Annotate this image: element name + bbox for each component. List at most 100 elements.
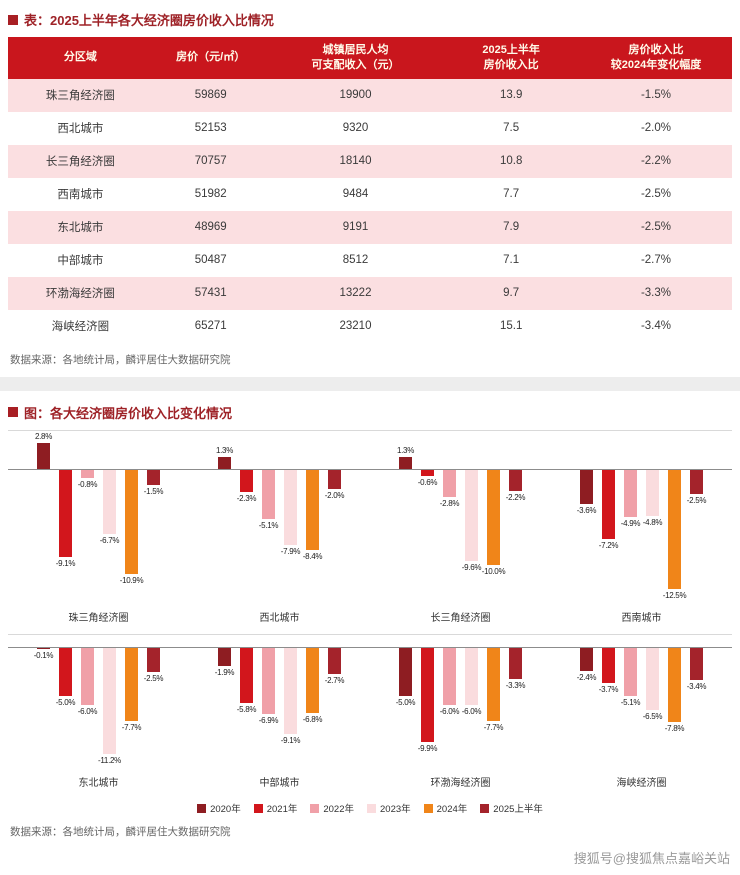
chart-section-title: 图：各大经济圈房价收入比变化情况: [8, 403, 732, 422]
legend-item: 2025上半年: [480, 801, 543, 815]
bar-2022年: [624, 648, 637, 697]
legend-swatch-icon: [423, 803, 433, 813]
bar-2021年: [602, 648, 615, 684]
bar-2023年: [646, 470, 659, 516]
bar-2023年: [103, 470, 116, 534]
bar-2020年: [399, 648, 412, 696]
red-square-bullet-icon: [8, 407, 18, 418]
bar-2025上半年: [147, 470, 160, 485]
table-cell: 10.8: [442, 144, 580, 178]
bar-value-label: -2.7%: [324, 675, 345, 685]
bar-value-label: -10.9%: [119, 575, 144, 585]
bar-2025上半年: [509, 470, 522, 492]
chart-row-gap: [8, 626, 732, 634]
bar-2020年: [580, 470, 593, 505]
bar-value-label: -7.7%: [121, 723, 142, 733]
bar-2020年: [37, 442, 50, 470]
bar-2020年: [37, 648, 50, 649]
bar-2022年: [262, 648, 275, 714]
table-cell: 7.1: [442, 243, 580, 277]
table-row: 西北城市 52153 9320 7.5 -2.0%: [8, 111, 732, 145]
table-cell: 65271: [152, 309, 269, 343]
bar-value-label: -8.4%: [302, 552, 323, 562]
bar-value-label: -3.3%: [505, 681, 526, 691]
bar-2020年: [218, 648, 231, 667]
bar-2022年: [262, 470, 275, 519]
table-cell: 9.7: [442, 276, 580, 310]
bar-value-label: -0.8%: [77, 479, 98, 489]
table-cell: 13222: [268, 276, 443, 310]
bar-value-label: -2.4%: [576, 672, 597, 682]
bar-2024年: [125, 470, 138, 574]
table-cell: -1.5%: [579, 78, 732, 112]
bar-value-label: -9.6%: [461, 563, 482, 573]
bar-2024年: [668, 648, 681, 723]
bar-2020年: [218, 456, 231, 470]
bar-value-label: -6.0%: [77, 707, 98, 717]
legend-swatch-icon: [310, 803, 320, 813]
bar-2024年: [125, 648, 138, 722]
chart-group: 2.8% -9.1% -0.8% -6.7% -10.9% -1.5% 珠三角经济圈: [8, 431, 189, 626]
table-cell: 18140: [268, 144, 443, 178]
bar-value-label: -5.0%: [55, 697, 76, 707]
bar-2023年: [284, 470, 297, 546]
table-cell: 59869: [152, 78, 269, 112]
bar-2022年: [443, 648, 456, 706]
table-cell: 23210: [268, 309, 443, 343]
bar-value-label: -2.5%: [143, 673, 164, 683]
table-section-title: 表：2025上半年各大经济圈房价收入比情况: [8, 10, 732, 29]
chart-title-text: 图：各大经济圈房价收入比变化情况: [24, 405, 233, 421]
table-cell: 50487: [152, 243, 269, 277]
table-cell: 珠三角经济圈: [8, 78, 153, 112]
table-header-cell: 2025上半年 房价收入比: [442, 37, 580, 79]
zero-axis-line: [8, 647, 732, 649]
table-row: 珠三角经济圈 59869 19900 13.9 -1.5%: [8, 78, 732, 112]
bar-value-label: -3.6%: [576, 506, 597, 516]
table-cell: 中部城市: [8, 243, 153, 277]
table-row: 环渤海经济圈 57431 13222 9.7 -3.3%: [8, 276, 732, 310]
bar-value-label: -1.5%: [143, 486, 164, 496]
bar-value-label: -7.2%: [598, 540, 619, 550]
table-cell: 19900: [268, 78, 443, 112]
table-cell: -2.5%: [579, 177, 732, 211]
bar-value-label: -5.1%: [258, 520, 279, 530]
table-cell: -2.5%: [579, 210, 732, 244]
bar-value-label: -7.8%: [664, 724, 685, 734]
table-cell: 8512: [268, 243, 443, 277]
table-cell: 13.9: [442, 78, 580, 112]
table-header-row: 分区域 房价（元/㎡） 城镇居民人均 可支配收入（元） 2025上半年 房价收入比 房价收入…: [8, 37, 732, 79]
legend-swatch-icon: [253, 803, 263, 813]
zero-axis-line: [8, 469, 732, 471]
table-cell: 7.5: [442, 111, 580, 145]
bar-2021年: [59, 648, 72, 696]
bar-2024年: [487, 648, 500, 722]
table-header-cell: 房价（元/㎡）: [152, 37, 269, 79]
bar-value-label: -6.9%: [258, 715, 279, 725]
chart-legend: 2020年 2021年 2022年 2023年 2024年 2025上半年: [8, 801, 732, 815]
chart-group-label: 中部城市: [259, 778, 300, 790]
bar-2023年: [646, 648, 659, 710]
bar-value-label: -9.1%: [280, 736, 301, 746]
bar-2022年: [624, 470, 637, 517]
chart-data-source: 数据来源：各地统计局，麟评居住大数据研究院: [10, 826, 231, 839]
table-cell: -3.3%: [579, 276, 732, 310]
bar-2021年: [59, 470, 72, 557]
legend-swatch-icon: [197, 803, 207, 813]
bar-2021年: [240, 648, 253, 704]
bar-2021年: [240, 470, 253, 493]
bar-2021年: [602, 470, 615, 539]
table-header-row: 分区域 房价（元/㎡） 城镇居民人均 可支配收入（元） 2025上半年 房价收入比 房价收入…: [8, 37, 732, 79]
bar-value-label: -6.0%: [461, 707, 482, 717]
legend-label: 2024年: [436, 804, 468, 816]
bar-2020年: [580, 648, 593, 671]
chart-group-label: 东北城市: [78, 778, 119, 790]
bar-value-label: -5.0%: [395, 697, 416, 707]
bar-2024年: [668, 470, 681, 590]
table-cell: -2.7%: [579, 243, 732, 277]
bar-value-label: -12.5%: [662, 591, 687, 601]
chart-row-1: 2.8% -9.1% -0.8% -6.7% -10.9% -1.5% 珠三角经济圈 1.3%…: [8, 429, 732, 626]
chart-group: -2.4% -3.7% -5.1% -6.5% -7.8% -3.4% 海峡经济圈: [551, 635, 732, 791]
table-body: 珠三角经济圈 59869 19900 13.9 -1.5% 西北城市 52153 9320 7.…: [8, 78, 732, 343]
bar-value-label: -11.2%: [98, 756, 121, 766]
